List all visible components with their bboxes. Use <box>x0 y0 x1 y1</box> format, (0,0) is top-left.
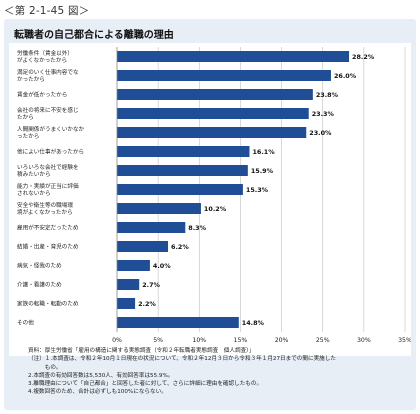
note-source: 資料：厚生労働省「雇用の構造に関する実態調査（令和２年転職者実態調査 個人調査）… <box>28 348 255 354</box>
bar <box>117 298 136 309</box>
category-label: ったから <box>17 133 39 140</box>
chart-area: 0% 5% 10% 15% 20% 25% 30% 35% 労働条件（賃金以外） がよくなかったか… <box>9 43 411 356</box>
bar <box>117 241 169 252</box>
x-tick-label: 15% <box>234 337 248 344</box>
data-label: 23.8% <box>316 91 339 99</box>
data-label: 4.0% <box>153 262 171 270</box>
bar <box>117 203 201 214</box>
x-tick-label: 5% <box>153 337 163 344</box>
data-label: 14.8% <box>242 319 265 327</box>
chart-notes: 資料：厚生労働省「雇用の構造に関する実態調査（令和２年転職者実態調査 個人調査）… <box>28 347 412 397</box>
category-label: 満足のいく仕事内容でな <box>17 68 79 76</box>
category-label: 能力・実績が正当に評価 <box>17 182 79 190</box>
bar <box>117 89 313 100</box>
x-tick-label: 30% <box>357 337 371 344</box>
data-label: 16.1% <box>252 148 275 156</box>
bar <box>117 108 309 119</box>
x-tick-label: 0% <box>112 337 122 344</box>
category-label: されないから <box>17 190 51 197</box>
category-label: 人間関係がうまくいかなか <box>17 125 85 133</box>
category-label: 介護・看護のため <box>17 281 62 289</box>
data-label: 2.7% <box>142 281 160 289</box>
data-label: 15.9% <box>251 167 274 175</box>
data-label: 23.0% <box>309 129 332 137</box>
bar <box>117 222 186 233</box>
bar <box>117 260 150 271</box>
category-label: 労働条件（賃金以外） <box>17 49 73 57</box>
category-label: 病気・怪我のため <box>17 262 62 270</box>
category-label: 雇用が不安定だったため <box>17 224 79 232</box>
bar <box>117 127 307 138</box>
category-label: その他 <box>17 319 34 327</box>
note-1: （注）１.本調査は、令和２年10月１日現在の状況について、令和２年12月３日から… <box>28 356 336 363</box>
data-label: 8.3% <box>188 224 206 232</box>
category-label: 境がよくなかったから <box>17 208 73 216</box>
category-label: がよくなかったから <box>17 56 67 64</box>
x-tick-label: 20% <box>275 337 289 344</box>
category-label: 安全や衛生等の職場環 <box>17 201 73 209</box>
data-label: 23.3% <box>312 110 335 118</box>
bar <box>117 70 331 81</box>
data-label: 2.2% <box>138 300 156 308</box>
category-label: 積みたいから <box>17 170 51 178</box>
category-label: 賃金が低かったから <box>17 91 67 99</box>
bar <box>117 184 243 195</box>
note-2: 2.本調査の有効回答数は5,530人、有効回答率は55.9%。 <box>28 372 174 379</box>
x-tick-label: 35% <box>398 337 411 344</box>
category-label: 結婚・出産・育児のため <box>17 243 79 251</box>
data-label: 10.2% <box>204 205 227 213</box>
category-label: 他によい仕事があったから <box>17 148 84 156</box>
bar <box>117 146 250 157</box>
data-label: 28.2% <box>352 53 375 61</box>
note-4: 4.複数回答のため、合計は必ずしも100%にならない。 <box>28 389 167 396</box>
bar <box>117 51 350 62</box>
note-3: 3.離職理由について「自己都合」と回答した者に対して、さらに詳細に理由を確認した… <box>28 381 263 388</box>
x-tick-label: 10% <box>192 337 206 344</box>
chart-title: 転職者の自己都合による離職の理由 <box>14 30 174 41</box>
chart-panel: 転職者の自己都合による離職の理由 0% 5% 10% 15% 20% 25% 30% 35% 労… <box>4 19 416 410</box>
bar <box>117 279 140 290</box>
x-tick-label: 25% <box>316 337 330 344</box>
data-label: 6.2% <box>171 243 189 251</box>
category-label: たから <box>17 114 34 121</box>
category-label: 家族の転職・転勤のため <box>17 300 79 308</box>
category-label: かったから <box>17 76 45 83</box>
bar <box>117 317 239 328</box>
figure-label: ＜第 2-1-45 図＞ <box>4 5 90 17</box>
data-label: 26.0% <box>334 72 357 80</box>
data-label: 15.3% <box>246 186 269 194</box>
category-label: いろいろな会社で経験を <box>17 163 79 171</box>
bar <box>117 165 248 176</box>
category-label: 会社の将来に不安を感じ <box>17 106 79 114</box>
bar-chart: 0% 5% 10% 15% 20% 25% 30% 35% 労働条件（賃金以外）がよくなかったか… <box>17 47 411 344</box>
note-1-cont: もの。 <box>28 364 62 371</box>
